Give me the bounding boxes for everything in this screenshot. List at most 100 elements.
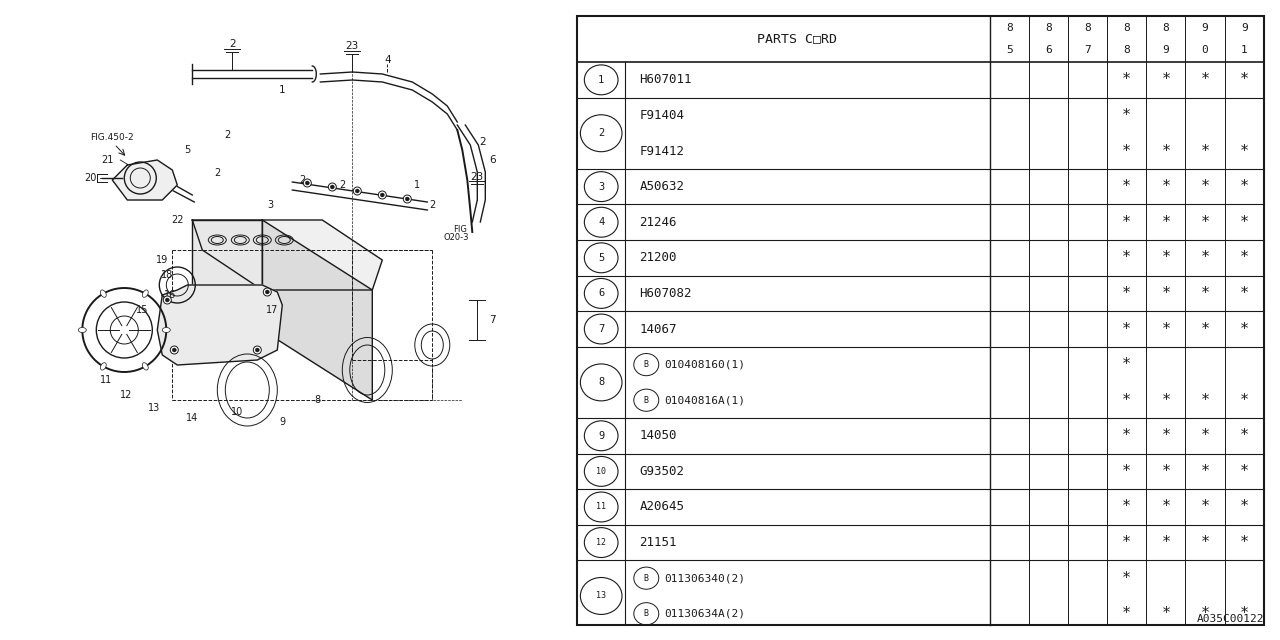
- Text: F91412: F91412: [639, 145, 685, 157]
- Text: 20: 20: [84, 173, 96, 183]
- Text: 0: 0: [1202, 45, 1208, 55]
- Text: *: *: [1123, 108, 1132, 123]
- Text: 1: 1: [279, 85, 285, 95]
- Text: *: *: [1201, 215, 1210, 230]
- Circle shape: [164, 296, 172, 304]
- Ellipse shape: [142, 363, 148, 370]
- Text: 2: 2: [339, 180, 346, 190]
- Text: 2: 2: [214, 168, 220, 178]
- Text: *: *: [1123, 535, 1132, 550]
- Text: *: *: [1161, 606, 1170, 621]
- Text: 9: 9: [1162, 45, 1169, 55]
- Text: 8: 8: [1044, 23, 1052, 33]
- Text: G93502: G93502: [639, 465, 685, 478]
- Text: 11: 11: [596, 502, 607, 511]
- Text: 8: 8: [1006, 23, 1012, 33]
- Text: 21151: 21151: [639, 536, 677, 549]
- Circle shape: [353, 187, 361, 195]
- Text: 7: 7: [489, 315, 495, 325]
- Text: 3: 3: [268, 200, 274, 210]
- Text: *: *: [1239, 606, 1249, 621]
- Text: *: *: [1239, 428, 1249, 444]
- Text: *: *: [1123, 179, 1132, 194]
- Text: 10: 10: [596, 467, 607, 476]
- Circle shape: [303, 179, 311, 187]
- Text: A035C00122: A035C00122: [1197, 614, 1265, 624]
- Circle shape: [356, 189, 360, 193]
- Text: 21246: 21246: [639, 216, 677, 228]
- Text: 13: 13: [596, 591, 607, 600]
- Text: 2: 2: [429, 200, 435, 210]
- Text: *: *: [1239, 286, 1249, 301]
- Text: *: *: [1123, 72, 1132, 87]
- Text: *: *: [1161, 143, 1170, 159]
- Text: 6: 6: [598, 289, 604, 298]
- Polygon shape: [262, 220, 372, 400]
- Text: 14067: 14067: [639, 323, 677, 335]
- Text: 8: 8: [1162, 23, 1169, 33]
- Ellipse shape: [163, 328, 170, 333]
- Text: *: *: [1161, 535, 1170, 550]
- Text: 5: 5: [598, 253, 604, 263]
- Text: *: *: [1239, 179, 1249, 194]
- Text: 5: 5: [184, 145, 191, 155]
- Text: 010408160(1): 010408160(1): [664, 360, 745, 370]
- Text: *: *: [1123, 357, 1132, 372]
- Text: 9: 9: [1202, 23, 1208, 33]
- Text: *: *: [1123, 143, 1132, 159]
- Text: *: *: [1161, 321, 1170, 337]
- Text: 011306340(2): 011306340(2): [664, 573, 745, 583]
- Text: 8: 8: [598, 378, 604, 387]
- Text: *: *: [1161, 286, 1170, 301]
- Text: 22: 22: [172, 215, 183, 225]
- Text: *: *: [1201, 535, 1210, 550]
- Text: 6: 6: [489, 155, 495, 165]
- Circle shape: [403, 195, 411, 203]
- Circle shape: [379, 191, 387, 199]
- Text: *: *: [1201, 321, 1210, 337]
- Text: 17: 17: [266, 305, 279, 315]
- Text: 9: 9: [1240, 23, 1248, 33]
- Polygon shape: [192, 220, 262, 330]
- Text: *: *: [1123, 606, 1132, 621]
- Text: *: *: [1239, 72, 1249, 87]
- Text: 4: 4: [598, 217, 604, 227]
- Text: 18: 18: [161, 270, 173, 280]
- Text: *: *: [1201, 286, 1210, 301]
- Circle shape: [406, 197, 410, 201]
- Ellipse shape: [142, 290, 148, 298]
- Text: B: B: [644, 360, 649, 369]
- Text: *: *: [1239, 499, 1249, 515]
- Circle shape: [253, 346, 261, 354]
- Text: FIG: FIG: [453, 225, 467, 234]
- Text: *: *: [1123, 428, 1132, 444]
- Text: *: *: [1201, 606, 1210, 621]
- Text: *: *: [1123, 215, 1132, 230]
- Text: 7: 7: [598, 324, 604, 334]
- Text: *: *: [1201, 143, 1210, 159]
- Text: 12: 12: [120, 390, 133, 400]
- Circle shape: [173, 348, 177, 352]
- Text: 01130634A(2): 01130634A(2): [664, 609, 745, 619]
- Text: *: *: [1161, 72, 1170, 87]
- Text: *: *: [1239, 464, 1249, 479]
- Text: 21: 21: [101, 155, 114, 165]
- Text: 9: 9: [279, 417, 285, 427]
- Text: *: *: [1239, 215, 1249, 230]
- Text: *: *: [1123, 250, 1132, 266]
- Text: 13: 13: [148, 403, 160, 413]
- Text: 9: 9: [598, 431, 604, 441]
- Text: *: *: [1239, 250, 1249, 266]
- Text: A50632: A50632: [639, 180, 685, 193]
- Text: *: *: [1161, 499, 1170, 515]
- Circle shape: [330, 185, 334, 189]
- Polygon shape: [113, 160, 178, 200]
- Text: 2: 2: [300, 175, 306, 185]
- Text: *: *: [1239, 535, 1249, 550]
- Text: *: *: [1123, 571, 1132, 586]
- Text: 4: 4: [384, 55, 390, 65]
- Text: 8: 8: [314, 395, 320, 405]
- Circle shape: [255, 348, 260, 352]
- Text: F91404: F91404: [639, 109, 685, 122]
- Polygon shape: [157, 285, 283, 365]
